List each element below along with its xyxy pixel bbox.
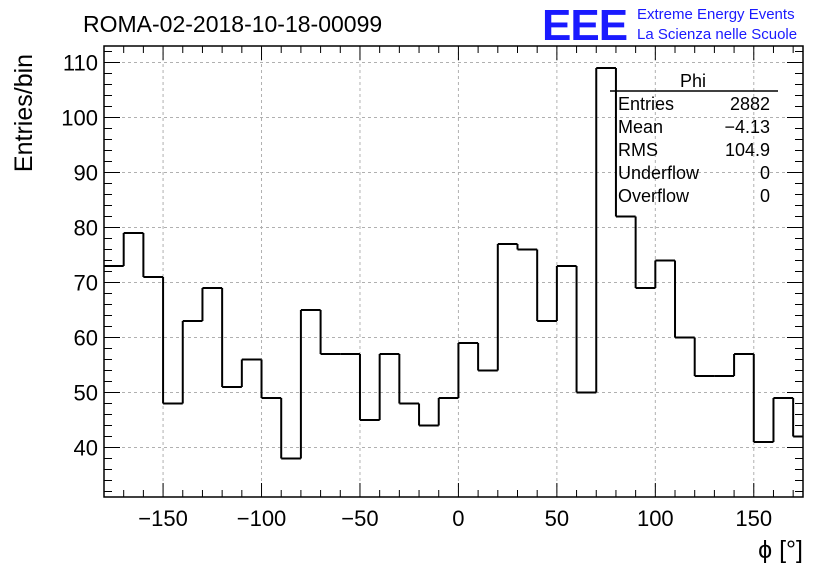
- y-tick-label: 70: [74, 271, 98, 296]
- x-tick-label: 100: [637, 506, 674, 531]
- stats-row-label: Mean: [618, 117, 663, 137]
- stats-row-label: RMS: [618, 140, 658, 160]
- y-tick-label: 60: [74, 326, 98, 351]
- stats-row-value: −4.13: [724, 117, 770, 137]
- stats-title: Phi: [680, 71, 706, 91]
- x-tick-label: −100: [237, 506, 287, 531]
- y-axis-label: Entries/bin: [10, 54, 38, 172]
- x-tick-label: −150: [138, 506, 188, 531]
- x-tick-label: 150: [735, 506, 772, 531]
- stats-row-label: Entries: [618, 94, 674, 114]
- stats-row-value: 2882: [730, 94, 770, 114]
- x-tick-label: 0: [452, 506, 464, 531]
- stats-row-value: 0: [760, 186, 770, 206]
- y-tick-label: 90: [74, 161, 98, 186]
- logo-line-1: Extreme Energy Events: [637, 6, 795, 23]
- stats-row-value: 0: [760, 163, 770, 183]
- stats-row-label: Overflow: [618, 186, 690, 206]
- y-tick-label: 40: [74, 436, 98, 461]
- x-tick-label: 50: [545, 506, 569, 531]
- stats-box: Phi Entries 2882 Mean −4.13 RMS 104.9 Underflo…: [610, 71, 778, 206]
- tick-layer: −150 −100 −50 0 50 100 150 40 50 60 70 80 90 100 110: [61, 46, 803, 531]
- eee-logo: EEE Extreme Energy Events La Scienza nel…: [542, 1, 797, 50]
- stats-row-value: 104.9: [725, 140, 770, 160]
- x-axis-label: ϕ [°]: [758, 536, 803, 564]
- chart-title: ROMA-02-2018-10-18-00099: [83, 11, 382, 37]
- y-tick-label: 50: [74, 381, 98, 406]
- plot-frame: [103, 45, 804, 498]
- histogram-layer: [104, 67, 803, 460]
- grid-layer: [104, 46, 803, 497]
- y-tick-label: 100: [61, 106, 98, 131]
- logo-line-2: La Scienza nelle Scuole: [637, 26, 797, 43]
- plot-frame-rect: [103, 45, 804, 498]
- y-tick-label: 110: [63, 51, 98, 76]
- x-tick-label: −50: [341, 506, 378, 531]
- logo-mark: EEE: [542, 1, 627, 50]
- stats-row-label: Underflow: [618, 163, 700, 183]
- y-tick-label: 80: [74, 216, 98, 241]
- stats-rows: Entries 2882 Mean −4.13 RMS 104.9 Underflow 0 Ov…: [618, 94, 770, 206]
